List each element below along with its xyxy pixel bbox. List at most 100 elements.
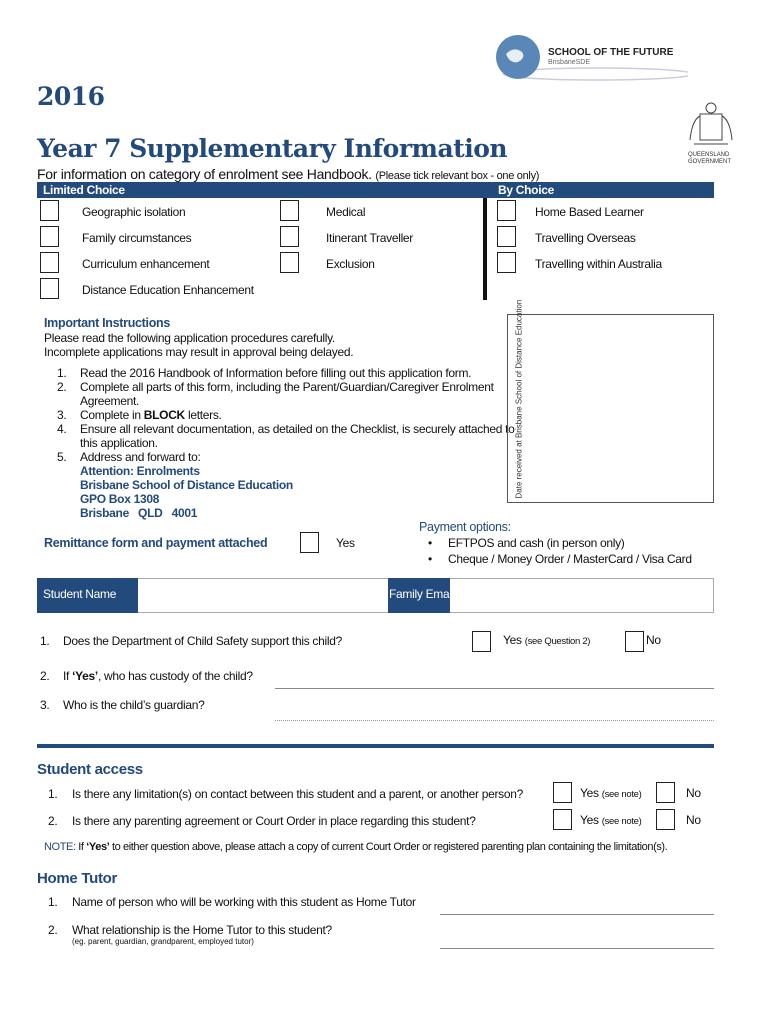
instructions-intro-2: Incomplete applications may result in ap…: [44, 345, 354, 359]
access-question-2: Is there any parenting agreement or Cour…: [72, 814, 476, 828]
payment-option: EFTPOS and cash (in person only): [448, 536, 625, 550]
checkbox-access-1-yes[interactable]: [553, 782, 572, 803]
list-item: Complete all parts of this form, includi…: [80, 380, 494, 394]
text: If: [75, 841, 87, 853]
note-label: NOTE:: [44, 841, 76, 853]
checkbox-travelling-within-australia[interactable]: [497, 252, 516, 273]
logo-subtitle: BrisbaneSDE: [548, 59, 591, 66]
checkbox-access-2-yes[interactable]: [553, 809, 572, 830]
checkbox-child-safety-yes[interactable]: [472, 631, 491, 652]
subtitle-text: For information on category of enrolment…: [37, 166, 372, 182]
bold-text: ‘Yes’: [72, 669, 98, 683]
gov-label-2: GOVERNMENT: [688, 159, 732, 165]
child-safety-no-label: No: [646, 633, 661, 647]
list-number: 3.: [57, 408, 67, 422]
bullet-icon: •: [428, 536, 432, 550]
date-received-label: Date received at Brisbane School of Dist…: [514, 299, 524, 499]
list-item-cont: this application.: [80, 436, 158, 450]
guardian-input[interactable]: [275, 720, 714, 721]
no-label: No: [686, 813, 701, 827]
tutor-name-question: Name of person who will be working with …: [72, 895, 416, 909]
queensland-crest-icon: [689, 102, 733, 145]
list-item: Complete in BLOCK letters.: [80, 408, 222, 422]
tutor-name-input[interactable]: [440, 914, 714, 915]
bold-text: BLOCK: [143, 408, 185, 422]
label-medical: Medical: [326, 205, 366, 219]
checkbox-child-safety-no[interactable]: [625, 631, 644, 652]
text: If: [63, 669, 73, 683]
yes-note: (see Question 2): [524, 636, 591, 647]
checkbox-itinerant-traveller[interactable]: [280, 226, 299, 247]
checkbox-geographic-isolation[interactable]: [40, 200, 59, 221]
list-item: Read the 2016 Handbook of Information be…: [80, 366, 472, 380]
label-distance-education-enhancement: Distance Education Enhancement: [82, 283, 254, 297]
student-access-heading: Student access: [37, 761, 143, 778]
list-number: 5.: [57, 450, 67, 464]
label-travelling-overseas: Travelling Overseas: [535, 231, 636, 245]
yes-text: Yes: [503, 633, 522, 647]
child-safety-yes-label: Yes (see Question 2): [503, 633, 590, 647]
label-geographic-isolation: Geographic isolation: [82, 205, 186, 219]
bold-text: ‘Yes’: [86, 841, 110, 853]
custody-input[interactable]: [275, 688, 714, 689]
list-item: Ensure all relevant documentation, as de…: [80, 422, 515, 436]
student-name-label: Student Name: [43, 587, 117, 601]
list-item-cont: Agreement.: [80, 394, 140, 408]
date-received-box: Date received at Brisbane School of Dist…: [507, 300, 714, 503]
page-title: Year 7 Supplementary Information: [37, 134, 508, 163]
guardian-question: Who is the child’s guardian?: [63, 698, 205, 712]
question-number: 2.: [48, 814, 58, 828]
checkbox-travelling-overseas[interactable]: [497, 226, 516, 247]
yes-text: Yes: [580, 786, 599, 800]
checkbox-distance-education-enhancement[interactable]: [40, 278, 59, 299]
payment-option: Cheque / Money Order / MasterCard / Visa…: [448, 552, 692, 566]
logo-title: SCHOOL OF THE FUTURE: [548, 47, 674, 58]
address-line: GPO Box 1308: [80, 492, 160, 506]
student-name-label-cell: Student Name: [37, 578, 138, 613]
family-email-input[interactable]: [451, 579, 713, 612]
checkbox-access-1-no[interactable]: [656, 782, 675, 803]
subtitle-note: (Please tick relevant box - one only): [375, 170, 540, 182]
checkbox-family-circumstances[interactable]: [40, 226, 59, 247]
checkbox-access-2-no[interactable]: [656, 809, 675, 830]
family-email-label: Family Email: [389, 587, 455, 601]
yes-text: Yes: [580, 813, 599, 827]
tutor-relationship-input[interactable]: [440, 948, 714, 949]
category-header-bar: Limited Choice By Choice: [37, 182, 714, 198]
instructions-heading: Important Instructions: [44, 316, 171, 330]
address-line: Attention: Enrolments: [80, 464, 200, 478]
question-number: 1.: [40, 634, 50, 648]
year-heading: 2016: [37, 82, 105, 111]
yes-note: (see note): [601, 816, 642, 827]
home-tutor-heading: Home Tutor: [37, 870, 118, 887]
list-number: 4.: [57, 422, 67, 436]
child-safety-question: Does the Department of Child Safety supp…: [63, 634, 342, 648]
text: letters.: [184, 408, 222, 422]
text: , who has custody of the child?: [97, 669, 253, 683]
label-exclusion: Exclusion: [326, 257, 375, 271]
bullet-icon: •: [428, 552, 432, 566]
payment-heading: Payment options:: [419, 520, 511, 534]
checkbox-home-based-learner[interactable]: [497, 200, 516, 221]
checkbox-remittance[interactable]: [300, 532, 319, 553]
list-number: 2.: [57, 380, 67, 394]
limited-choice-label: Limited Choice: [43, 183, 125, 197]
label-curriculum-enhancement: Curriculum enhancement: [82, 257, 210, 271]
instructions-intro-1: Please read the following application pr…: [44, 331, 335, 345]
tutor-relationship-question: What relationship is the Home Tutor to t…: [72, 923, 332, 937]
remittance-yes-label: Yes: [336, 536, 355, 550]
gov-label: QUEENSLAND: [688, 152, 730, 158]
checkbox-medical[interactable]: [280, 200, 299, 221]
student-name-input[interactable]: [139, 579, 387, 612]
checkbox-exclusion[interactable]: [280, 252, 299, 273]
no-label: No: [686, 786, 701, 800]
label-itinerant-traveller: Itinerant Traveller: [326, 231, 414, 245]
access-note: NOTE: If ‘Yes’ to either question above,…: [44, 841, 668, 853]
globe-icon: [496, 35, 688, 81]
page-subtitle: For information on category of enrolment…: [37, 166, 539, 182]
remittance-label: Remittance form and payment attached: [44, 536, 268, 550]
question-number: 2.: [48, 923, 58, 937]
tutor-relationship-hint: (eg. parent, guardian, grandparent, empl…: [72, 937, 254, 946]
checkbox-curriculum-enhancement[interactable]: [40, 252, 59, 273]
